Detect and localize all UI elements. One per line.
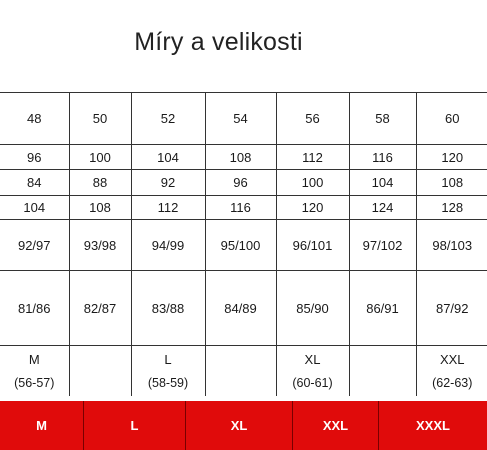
table-cell: 108	[68, 195, 132, 220]
table-cell: 96	[0, 144, 70, 170]
table-cell: 104	[348, 169, 417, 196]
letter-size-cell: XL (60-61)	[275, 345, 350, 396]
table-row: 48 50 52 54 56 58 60	[0, 92, 487, 145]
table-row: 84 88 92 96 100 104 108	[0, 169, 487, 196]
letter-size-cell: M (56-57)	[0, 345, 70, 396]
table-cell: 124	[348, 195, 417, 220]
table-cell: 104	[0, 195, 70, 220]
letter-size-cell: L (58-59)	[130, 345, 206, 396]
table-row: 92/97 93/98 94/99 95/100 96/101 97/102 9…	[0, 219, 487, 271]
table-cell: 54	[204, 92, 277, 145]
table-row: 81/86 82/87 83/88 84/89 85/90 86/91 87/9…	[0, 270, 487, 346]
table-cell: 84/89	[204, 270, 277, 346]
table-cell: 87/92	[415, 270, 487, 346]
table-cell: 50	[68, 92, 132, 145]
table-cell: 52	[130, 92, 206, 145]
table-cell: 97/102	[348, 219, 417, 271]
letter-size-cell: XXL (62-63)	[415, 345, 487, 396]
table-cell: 81/86	[0, 270, 70, 346]
letter-size-cell	[204, 345, 277, 396]
letter-size-cell	[68, 345, 132, 396]
letter-size-label: XXL	[439, 351, 465, 367]
table-cell: 100	[68, 144, 132, 170]
page-title: Míry a velikosti	[134, 28, 303, 56]
table-cell: 104	[130, 144, 206, 170]
table-cell: 96	[204, 169, 277, 196]
table-cell: 116	[204, 195, 277, 220]
size-bar-item-xxxl: XXXL	[416, 418, 450, 433]
table-cell: 112	[275, 144, 350, 170]
letter-size-range: (56-57)	[14, 375, 55, 390]
table-row: 104 108 112 116 120 124 128	[0, 195, 487, 220]
letter-size-cell	[348, 345, 417, 396]
table-cell: 94/99	[130, 219, 206, 271]
table-cell: 120	[415, 144, 487, 170]
table-cell: 58	[348, 92, 417, 145]
table-cell: 83/88	[130, 270, 206, 346]
table-cell: 112	[130, 195, 206, 220]
table-cell: 116	[348, 144, 417, 170]
table-row: M (56-57) L (58-59) XL (60-61)	[0, 345, 487, 396]
table-cell: 92/97	[0, 219, 70, 271]
table-cell: 120	[275, 195, 350, 220]
size-bar: M L XL XXL XXXL	[0, 401, 487, 450]
table-cell: 95/100	[204, 219, 277, 271]
size-bar-item-l: L	[84, 401, 186, 450]
table-cell: 93/98	[68, 219, 132, 271]
table-cell: 84	[0, 169, 70, 196]
table-row: 96 100 104 108 112 116 120	[0, 144, 487, 170]
size-table: 48 50 52 54 56 58 60 96 100 104 108 112 …	[0, 92, 487, 396]
table-cell: 48	[0, 92, 70, 145]
letter-size-range: (62-63)	[432, 375, 473, 390]
table-cell: 82/87	[68, 270, 132, 346]
size-bar-item-xl: XL	[186, 401, 293, 450]
table-cell: 98/103	[415, 219, 487, 271]
letter-size-label: XL	[304, 351, 321, 367]
table-cell: 108	[415, 169, 487, 196]
table-cell: 100	[275, 169, 350, 196]
size-bar-item-m: M	[0, 401, 84, 450]
table-cell: 92	[130, 169, 206, 196]
size-bar-item-xxl: XXL	[293, 401, 379, 450]
table-cell: 108	[204, 144, 277, 170]
letter-size-label: L	[164, 351, 172, 367]
table-cell: 128	[415, 195, 487, 220]
table-cell: 88	[68, 169, 132, 196]
table-cell: 96/101	[275, 219, 350, 271]
letter-size-range: (58-59)	[147, 375, 189, 390]
table-cell: 56	[275, 92, 350, 145]
table-cell: 85/90	[275, 270, 350, 346]
table-cell: 60	[415, 92, 487, 145]
letter-size-label: M	[28, 351, 40, 367]
table-cell: 86/91	[348, 270, 417, 346]
letter-size-range: (60-61)	[292, 375, 333, 390]
